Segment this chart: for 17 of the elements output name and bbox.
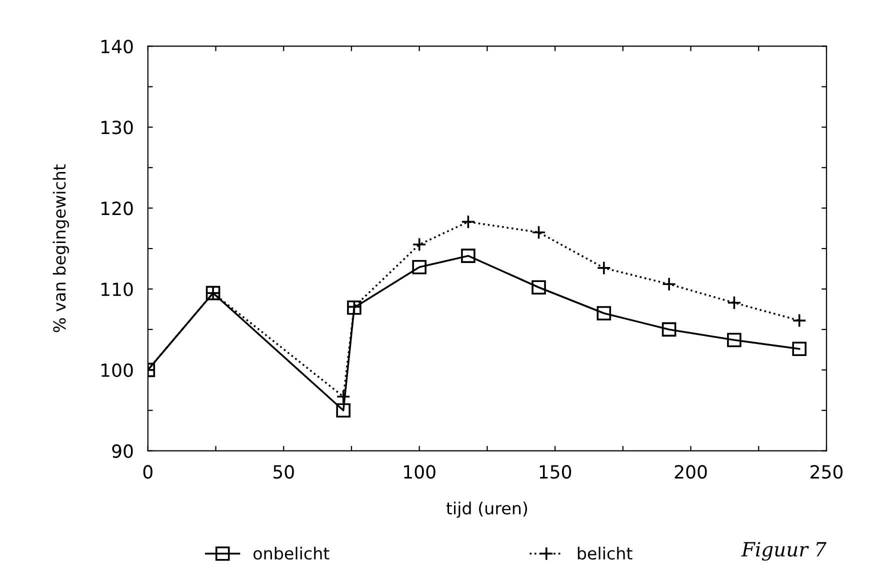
y-tick-label: 120 bbox=[102, 202, 133, 216]
legend-label: belicht bbox=[578, 546, 632, 560]
text: Figuur 7 bbox=[741, 542, 826, 561]
x-tick-label: 0 bbox=[143, 465, 152, 479]
legend-label: onbelicht bbox=[254, 546, 330, 560]
x-tick-label: 150 bbox=[540, 465, 572, 479]
x-tick-label: 200 bbox=[674, 465, 707, 479]
y-tick-label: 110 bbox=[102, 282, 133, 296]
y-tick-label: 140 bbox=[102, 40, 133, 54]
x-axis-title: tijd (uren) bbox=[446, 502, 528, 518]
y-tick-label: 130 bbox=[102, 120, 133, 134]
x-tick-label: 100 bbox=[404, 465, 436, 479]
y-tick-label: 90 bbox=[112, 444, 133, 458]
x-tick-label: 250 bbox=[810, 465, 843, 479]
y-tick-label: 100 bbox=[102, 363, 133, 378]
x-tick-label: 50 bbox=[274, 465, 294, 479]
y-axis-title: % van begingewicht bbox=[52, 164, 69, 332]
